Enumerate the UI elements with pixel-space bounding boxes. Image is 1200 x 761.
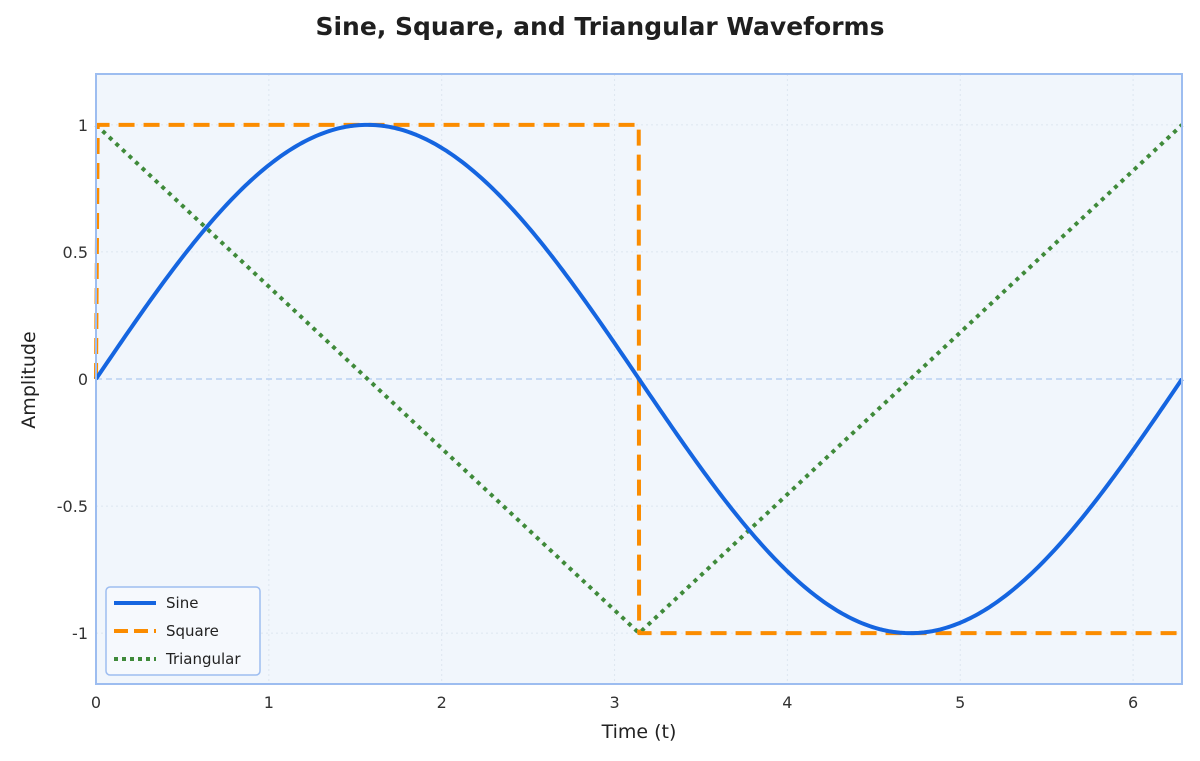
- y-tick-label: 0: [78, 370, 88, 389]
- x-tick-label: 3: [609, 693, 619, 712]
- y-tick-label: 0.5: [63, 243, 88, 262]
- series-square-line: [94, 122, 1182, 636]
- plot-border: [95, 73, 1183, 685]
- x-tick-label: 6: [1128, 693, 1138, 712]
- legend-label-sine: Sine: [166, 594, 198, 612]
- x-tick-label: 1: [264, 693, 274, 712]
- series-layer: [94, 122, 1184, 636]
- legend-box: [105, 586, 261, 676]
- x-tick-label: 0: [91, 693, 101, 712]
- y-tick-label: -0.5: [57, 497, 88, 516]
- y-axis-title: Amplitude: [18, 331, 40, 428]
- legend-label-triangular: Triangular: [165, 650, 241, 668]
- series-sine-line: [94, 122, 1184, 636]
- x-tick-label: 2: [437, 693, 447, 712]
- legend: Sine Square Triangular: [105, 586, 261, 676]
- x-tick-label: 5: [955, 693, 965, 712]
- y-tick-label: 1: [78, 116, 88, 135]
- chart-title: Sine, Square, and Triangular Waveforms: [315, 12, 885, 41]
- tick-layer: 0 1 2 3 4 5 6 1 0.5 0 -0.5 -1: [57, 116, 1138, 712]
- x-axis-title: Time (t): [601, 721, 677, 743]
- y-tick-label: -1: [72, 624, 88, 643]
- x-tick-label: 4: [782, 693, 792, 712]
- legend-label-square: Square: [166, 622, 219, 640]
